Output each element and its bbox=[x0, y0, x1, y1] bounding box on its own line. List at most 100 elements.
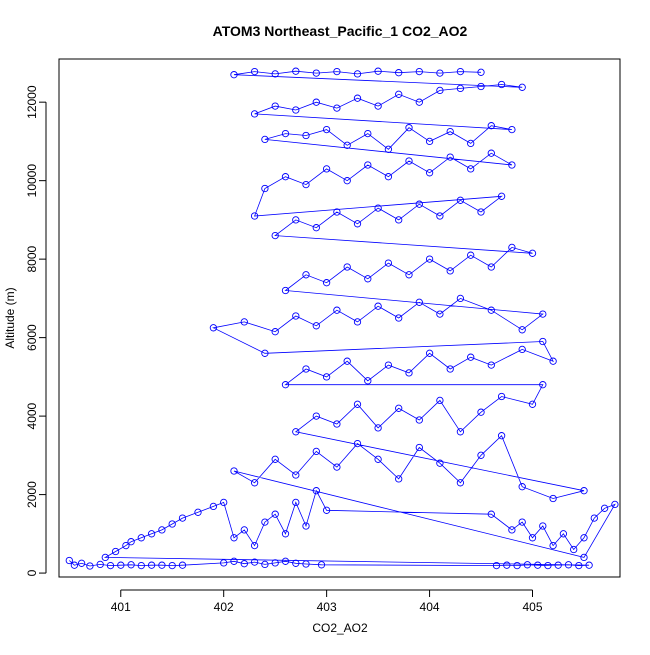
x-tick-label: 403 bbox=[317, 600, 337, 614]
data-point bbox=[250, 541, 259, 550]
data-point bbox=[230, 467, 238, 475]
data-point bbox=[467, 353, 475, 361]
data-point bbox=[364, 161, 372, 169]
x-tick-label: 405 bbox=[522, 600, 542, 614]
data-point bbox=[395, 475, 403, 483]
data-point bbox=[467, 251, 475, 259]
y-tick-label: 12000 bbox=[25, 85, 39, 119]
data-point bbox=[518, 345, 526, 354]
data-point bbox=[77, 559, 86, 567]
data-point bbox=[343, 177, 351, 185]
data-point bbox=[477, 68, 485, 76]
data-point bbox=[580, 553, 588, 562]
data-point bbox=[528, 249, 537, 257]
data-point bbox=[436, 459, 444, 467]
data-point bbox=[518, 518, 526, 526]
data-point bbox=[302, 131, 310, 140]
data-point bbox=[322, 373, 331, 381]
data-point bbox=[539, 522, 547, 530]
data-point bbox=[518, 83, 526, 91]
data-point bbox=[250, 212, 259, 220]
data-point bbox=[271, 70, 279, 78]
data-point bbox=[456, 196, 465, 204]
data-point bbox=[333, 208, 341, 216]
data-point bbox=[240, 318, 248, 326]
data-point bbox=[271, 455, 279, 463]
data-point bbox=[415, 443, 423, 452]
data-point bbox=[312, 322, 320, 330]
data-point bbox=[322, 165, 331, 173]
data-point bbox=[271, 559, 279, 567]
data-point bbox=[497, 392, 506, 401]
data-point bbox=[292, 216, 300, 224]
data-point bbox=[302, 271, 310, 279]
data-point bbox=[168, 520, 176, 528]
data-point bbox=[250, 479, 259, 487]
data-point bbox=[65, 556, 73, 565]
data-point bbox=[374, 302, 382, 310]
data-point bbox=[364, 129, 372, 138]
data-point bbox=[271, 328, 279, 336]
data-point bbox=[364, 377, 372, 385]
data-point bbox=[580, 534, 588, 542]
data-point bbox=[374, 455, 382, 463]
data-point bbox=[425, 349, 434, 357]
plot-frame bbox=[58, 58, 621, 578]
data-point bbox=[611, 500, 619, 509]
data-point bbox=[374, 102, 382, 110]
x-tick-label: 404 bbox=[420, 600, 440, 614]
data-point bbox=[415, 298, 423, 306]
data-point bbox=[580, 487, 588, 495]
data-point bbox=[384, 173, 393, 181]
data-point bbox=[477, 408, 485, 416]
data-point bbox=[230, 71, 238, 79]
data-point bbox=[549, 494, 557, 503]
data-point bbox=[487, 149, 495, 157]
data-point bbox=[106, 561, 115, 570]
data-point bbox=[281, 173, 290, 181]
data-point bbox=[405, 369, 413, 377]
y-tick-label: 6000 bbox=[25, 324, 39, 351]
data-point bbox=[456, 84, 465, 93]
data-point bbox=[508, 526, 516, 534]
data-point bbox=[292, 471, 300, 479]
data-point bbox=[477, 451, 485, 459]
data-point bbox=[271, 231, 279, 240]
data-point bbox=[585, 561, 593, 569]
y-axis: 0 2000 4000 6000 8000 10000 12000 bbox=[25, 85, 47, 576]
data-point bbox=[158, 561, 166, 569]
data-point bbox=[322, 506, 331, 514]
data-point bbox=[158, 526, 166, 534]
data-point bbox=[575, 561, 583, 570]
y-tick-label: 10000 bbox=[25, 164, 39, 198]
data-point bbox=[122, 541, 130, 550]
data-point bbox=[127, 561, 135, 569]
data-point bbox=[302, 365, 310, 373]
data-point bbox=[436, 69, 444, 77]
data-point bbox=[415, 416, 423, 424]
data-point bbox=[456, 479, 465, 487]
y-axis-label: Altitude (m) bbox=[3, 287, 17, 348]
data-point bbox=[333, 104, 341, 112]
data-point bbox=[436, 86, 444, 95]
data-point bbox=[436, 396, 444, 405]
data-point bbox=[487, 306, 495, 314]
data-point bbox=[240, 526, 248, 534]
data-point bbox=[364, 275, 372, 283]
data-point bbox=[281, 381, 290, 389]
data-point bbox=[168, 561, 176, 570]
x-tick-label: 402 bbox=[214, 600, 234, 614]
data-point bbox=[261, 184, 269, 193]
data-point bbox=[374, 204, 382, 212]
data-point bbox=[425, 169, 434, 177]
data-point bbox=[220, 498, 228, 507]
data-point bbox=[250, 67, 259, 76]
data-point bbox=[209, 502, 218, 511]
data-point bbox=[137, 534, 145, 542]
data-point bbox=[353, 318, 362, 326]
data-point bbox=[395, 404, 403, 412]
data-point bbox=[415, 98, 423, 106]
x-tick-label: 401 bbox=[111, 600, 131, 614]
data-point bbox=[374, 424, 382, 432]
